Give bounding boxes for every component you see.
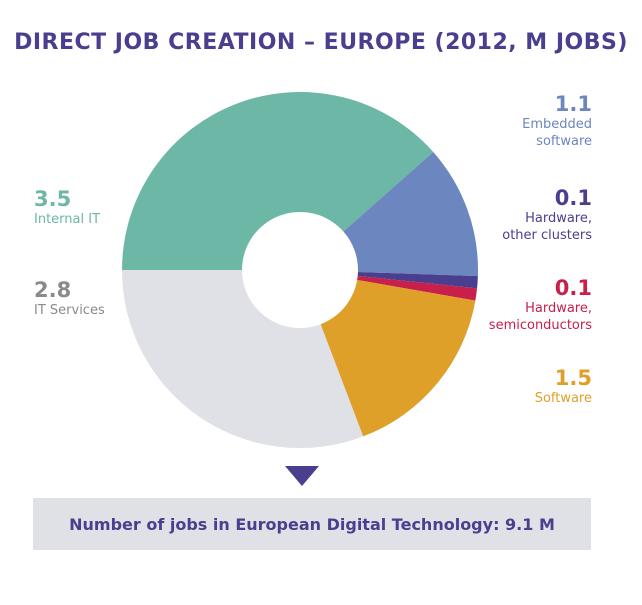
donut-slice-it-services xyxy=(122,270,364,449)
label-name-line1: Software xyxy=(534,391,592,406)
donut-slice-hardware-semiconductors xyxy=(357,275,478,301)
donut-slice-embedded-software xyxy=(343,151,479,277)
label-value: 0.1 xyxy=(554,276,592,300)
page-title: DIRECT JOB CREATION – EUROPE (2012, M JO… xyxy=(14,30,628,55)
label-internal-it: 3.5 Internal IT xyxy=(34,187,100,228)
label-hardware-other-clusters: 0.1 Hardware, other clusters xyxy=(502,186,592,244)
summary-box: Number of jobs in European Digital Techn… xyxy=(33,498,591,550)
summary-text: Number of jobs in European Digital Techn… xyxy=(69,514,555,534)
label-software: 1.5 Software xyxy=(535,366,592,407)
label-name-line1: IT Services xyxy=(34,303,105,318)
label-name-line1: Embedded xyxy=(522,117,592,132)
label-value: 3.5 xyxy=(34,187,72,211)
donut-slice-software xyxy=(320,279,476,437)
label-name-line2: software xyxy=(536,134,592,149)
label-name-line2: semiconductors xyxy=(488,318,592,333)
label-value: 1.1 xyxy=(554,92,592,116)
label-value: 0.1 xyxy=(554,186,592,210)
label-name-line1: Hardware, xyxy=(525,211,592,226)
label-embedded-software: 1.1 Embedded software xyxy=(522,92,592,150)
label-hardware-semiconductors: 0.1 Hardware, semiconductors xyxy=(489,276,592,334)
label-it-services: 2.8 IT Services xyxy=(34,278,105,319)
label-name-line1: Hardware, xyxy=(525,301,592,316)
donut-slice-internal-it xyxy=(122,91,434,270)
label-value: 1.5 xyxy=(554,366,592,390)
donut-slice-hardware-other-clusters xyxy=(357,272,478,289)
label-value: 2.8 xyxy=(34,278,72,302)
down-arrow-icon xyxy=(285,466,319,486)
label-name-line1: Internal IT xyxy=(34,212,101,227)
label-name-line2: other clusters xyxy=(502,228,592,243)
